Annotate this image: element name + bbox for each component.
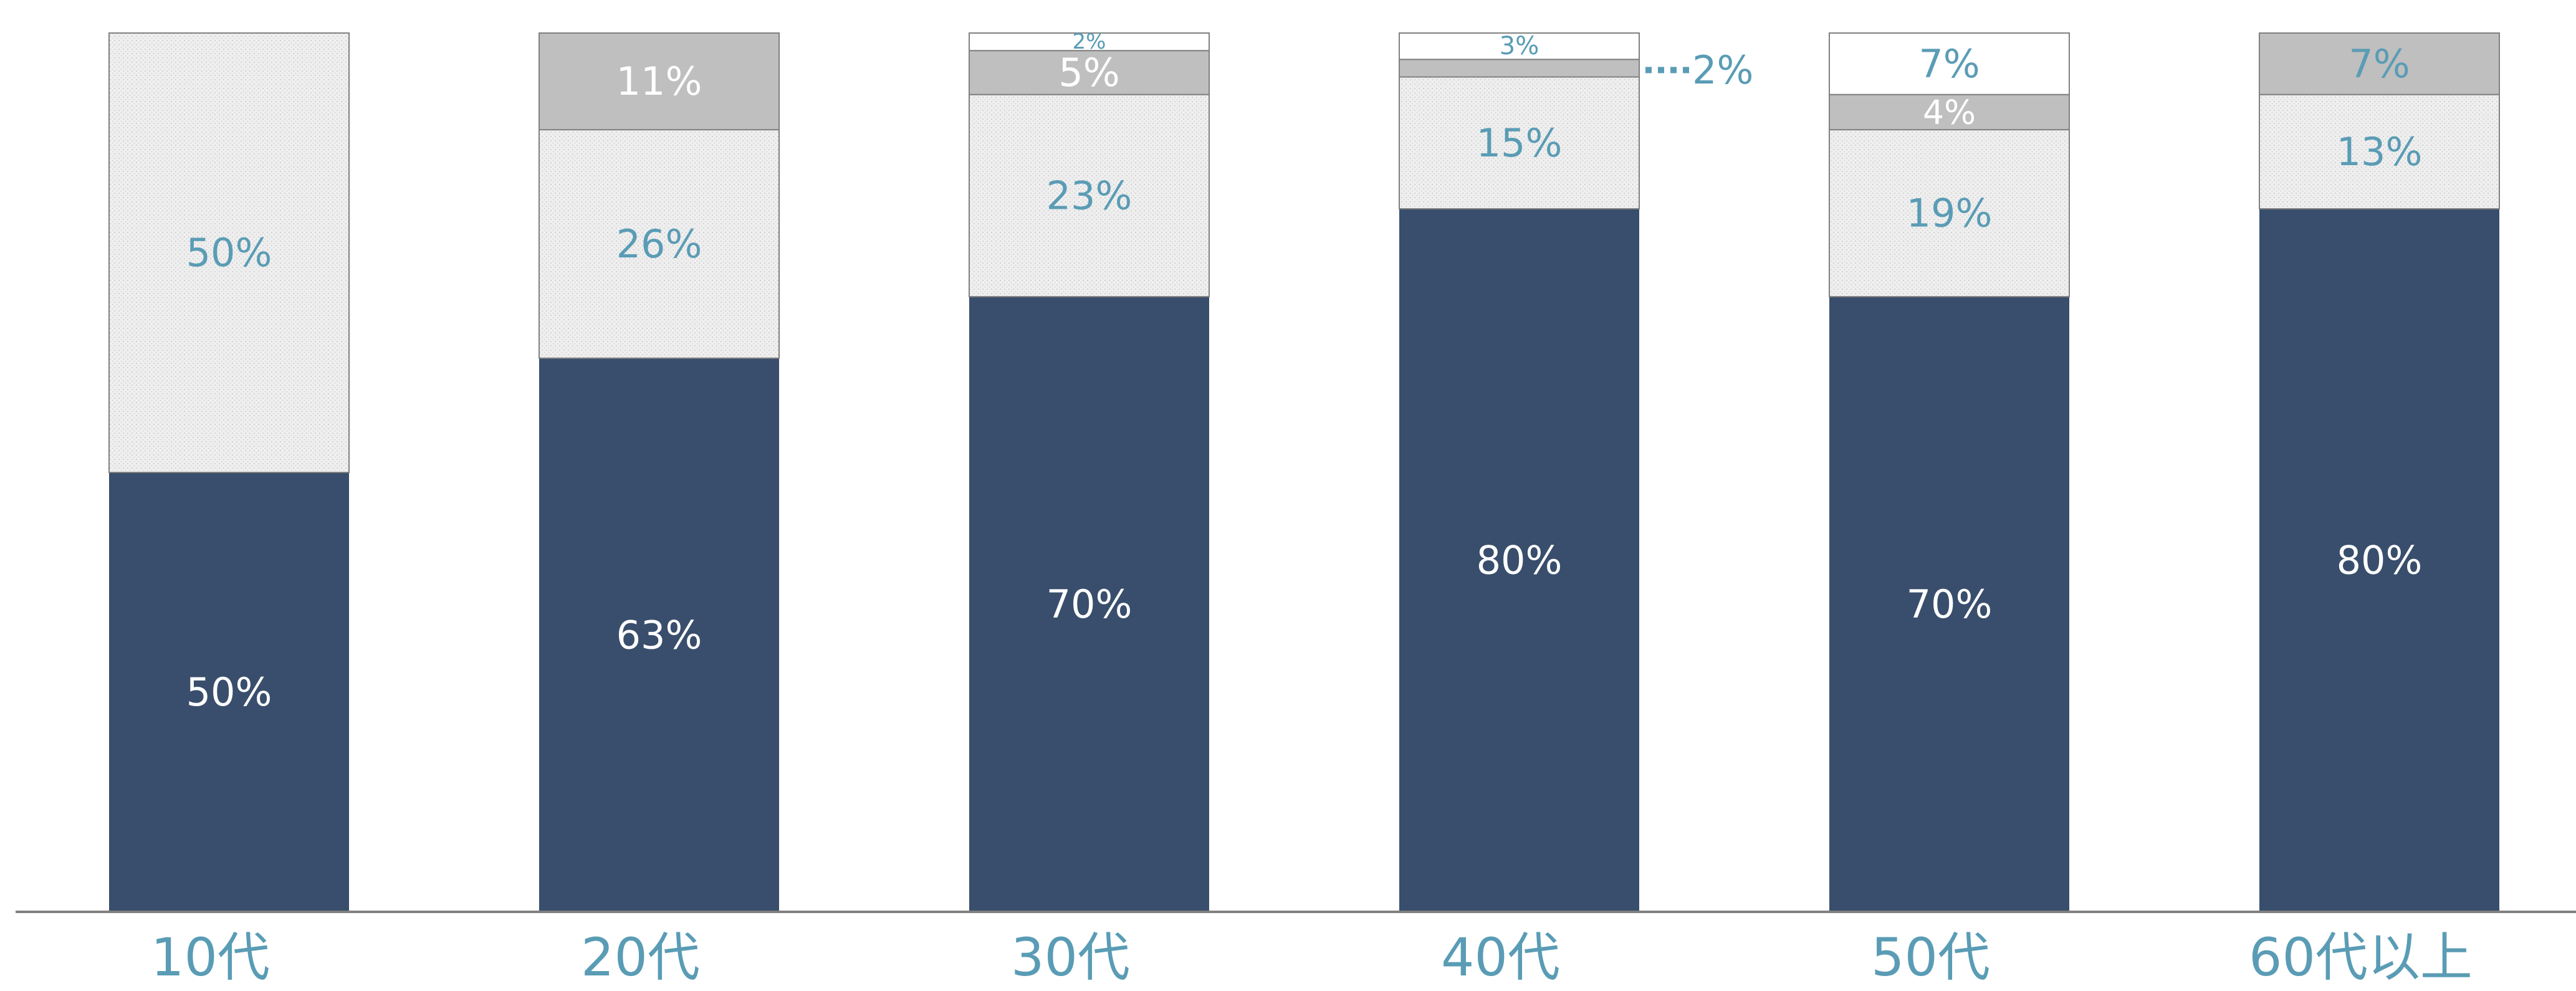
data-label: 19% bbox=[1907, 191, 1993, 236]
bars-layer bbox=[108, 32, 2500, 912]
bar-segment bbox=[109, 472, 349, 912]
x-tick-label: 30代 bbox=[1011, 927, 1130, 988]
bar-segment bbox=[1399, 76, 1640, 209]
data-label: 50% bbox=[186, 669, 272, 715]
bar-segment bbox=[539, 129, 780, 359]
data-label: 2% bbox=[1692, 47, 1753, 93]
data-label: 26% bbox=[616, 221, 702, 267]
x-tick-labels: 10代 20代 30代 40代 50代 60代以上 bbox=[151, 927, 2473, 988]
data-label: 70% bbox=[1907, 582, 1993, 627]
x-tick-label: 10代 bbox=[151, 927, 270, 988]
bar-segment bbox=[108, 32, 350, 473]
bar-segment bbox=[2259, 209, 2499, 912]
bar-segment bbox=[1829, 129, 2070, 297]
data-label: 50% bbox=[186, 230, 272, 275]
data-label: 80% bbox=[2337, 538, 2423, 583]
bar-segment bbox=[1399, 59, 1640, 78]
data-label: 2% bbox=[1073, 29, 1106, 54]
data-label: 7% bbox=[2349, 41, 2410, 87]
bar-segment bbox=[1399, 32, 1640, 60]
data-label: 13% bbox=[2337, 129, 2423, 175]
data-label: 11% bbox=[616, 59, 702, 104]
data-label: 80% bbox=[1477, 538, 1563, 583]
bar-segment bbox=[969, 50, 1210, 95]
x-tick-label: 20代 bbox=[581, 927, 700, 988]
data-label: 23% bbox=[1046, 173, 1132, 218]
bar-segment bbox=[2259, 32, 2500, 95]
bar-segment bbox=[539, 32, 780, 131]
bar-segment bbox=[969, 93, 1210, 297]
bar-segment bbox=[969, 32, 1210, 52]
x-tick-label: 60代以上 bbox=[2249, 927, 2473, 988]
data-label: 7% bbox=[1918, 41, 1980, 87]
data-label: 63% bbox=[616, 612, 702, 658]
bar-segment bbox=[969, 297, 1209, 912]
x-tick-label: 50代 bbox=[1871, 927, 1990, 988]
bar-segment bbox=[1829, 297, 2069, 912]
x-tick-label: 40代 bbox=[1441, 927, 1560, 988]
data-label: 3% bbox=[1500, 32, 1539, 60]
bar-segment bbox=[1399, 209, 1639, 912]
labels-layer: 50%50%63%26%11%70%23%5%2%80%15%2%3%70%19… bbox=[186, 29, 2423, 715]
data-label: 5% bbox=[1058, 50, 1119, 95]
bar-segment bbox=[1829, 32, 2070, 95]
bar-segment bbox=[539, 358, 779, 912]
data-label: 4% bbox=[1923, 92, 1976, 132]
data-label: 15% bbox=[1477, 120, 1563, 166]
bar-segment bbox=[1829, 93, 2070, 131]
bar-segment bbox=[2259, 93, 2500, 209]
data-label: 70% bbox=[1046, 582, 1132, 627]
